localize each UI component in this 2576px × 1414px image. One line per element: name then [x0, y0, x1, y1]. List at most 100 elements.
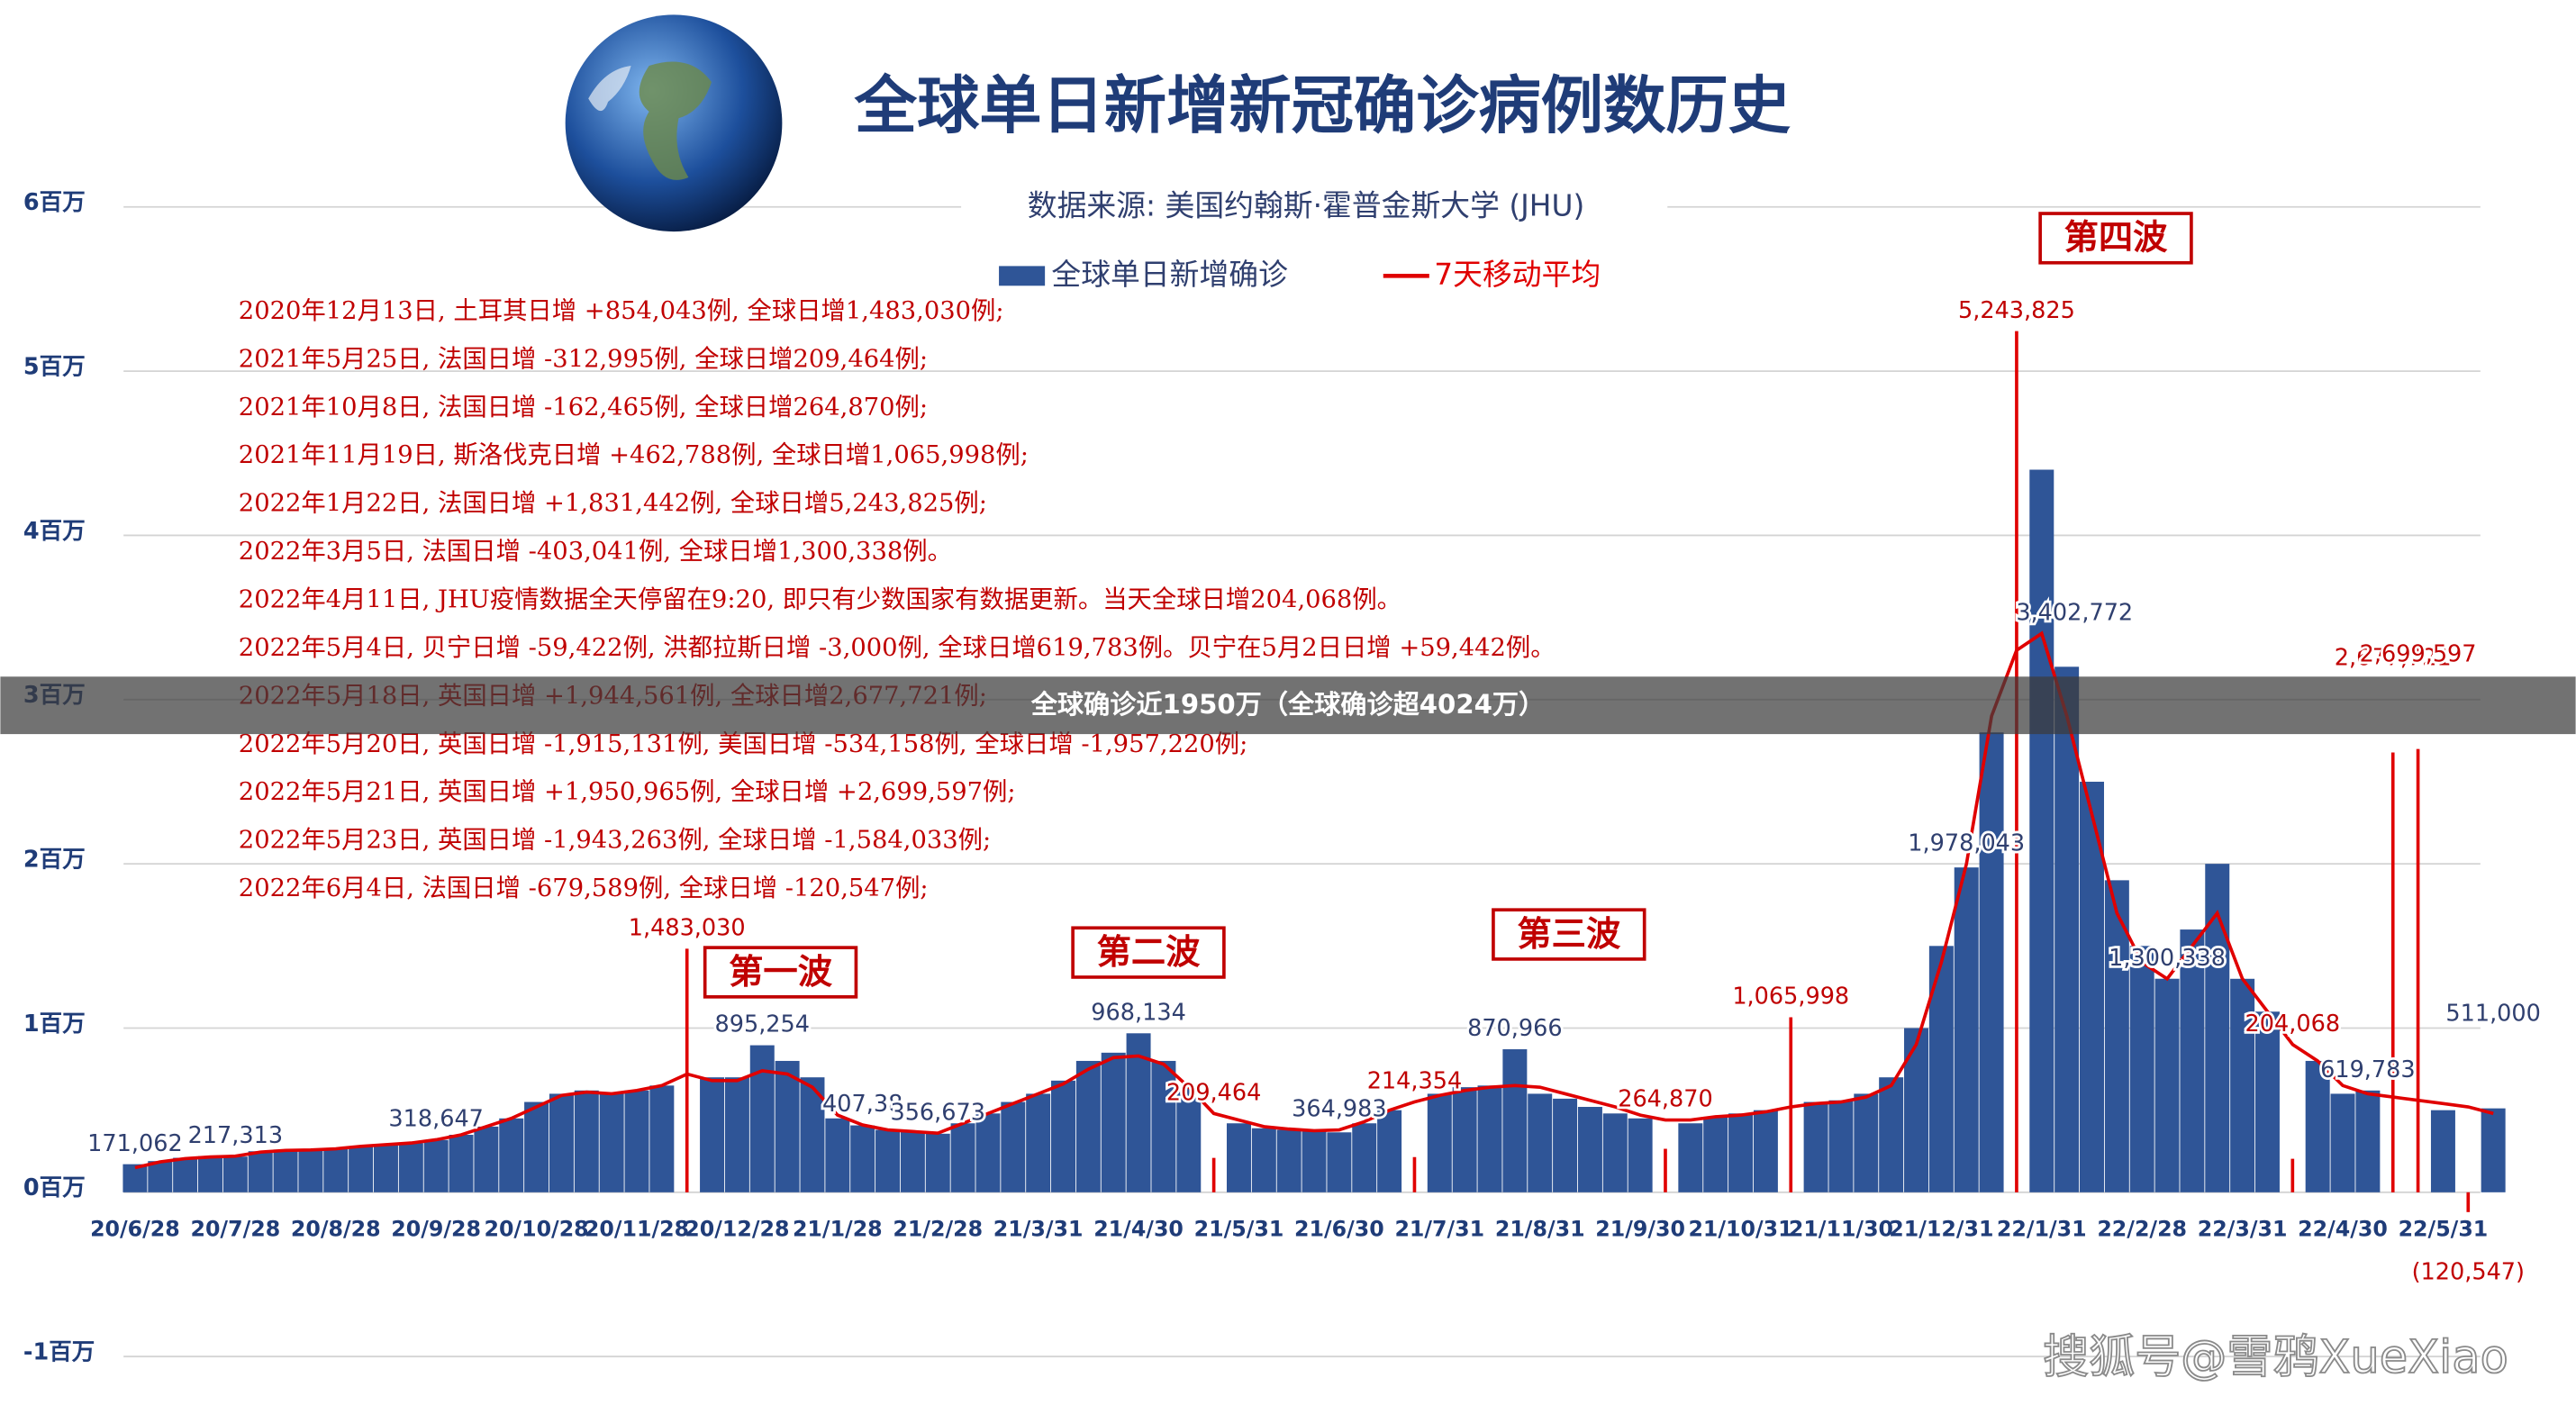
wave-label: 第二波	[1097, 932, 1202, 973]
legend-swatch	[999, 266, 1046, 286]
note: 2022年1月22日, 法国日增 +1,831,442例, 全球日增5,243,…	[239, 490, 987, 518]
bar	[1678, 1123, 1703, 1192]
banner: 全球确诊近1950万（全球确诊超4024万）	[1030, 689, 1545, 720]
note: 2020年12月13日, 土耳其日增 +854,043例, 全球日增1,483,…	[239, 297, 1004, 325]
x-tick-label: 22/4/30	[2298, 1216, 2388, 1241]
value-label: 407,38	[822, 1091, 903, 1118]
value-label: 870,966	[1467, 1015, 1563, 1042]
x-tick-label: 21/5/31	[1194, 1216, 1284, 1241]
x-tick-label: 22/5/31	[2399, 1216, 2489, 1241]
value-label: 2,677,721	[2335, 645, 2452, 672]
bar	[875, 1129, 901, 1192]
bar	[1577, 1107, 1602, 1192]
wave-box	[1071, 926, 1226, 979]
bar	[1276, 1129, 1302, 1192]
value-label: 2,699,597	[2360, 641, 2477, 668]
wave-box	[1492, 908, 1646, 961]
bar	[1753, 1110, 1778, 1192]
note: 2022年5月23日, 英国日增 -1,943,263例, 全球日增 -1,58…	[239, 827, 991, 855]
bar	[1553, 1098, 1578, 1192]
bar	[323, 1147, 349, 1192]
globe-cloud	[588, 65, 631, 112]
bar	[1477, 1085, 1502, 1192]
x-tick-label: 20/7/28	[190, 1216, 280, 1241]
x-tick-label: 21/7/31	[1394, 1216, 1484, 1241]
legend-label: 全球单日新增确诊	[1051, 258, 1288, 292]
bar	[2129, 946, 2154, 1192]
wave-box	[703, 946, 858, 999]
x-tick-label: 20/12/28	[685, 1216, 789, 1241]
bar	[1928, 946, 1954, 1192]
value-label: 171,062	[87, 1130, 183, 1157]
bar	[825, 1118, 850, 1192]
bar	[1879, 1077, 1904, 1192]
wave-label: 第三波	[1517, 914, 1621, 955]
bar	[1176, 1085, 1202, 1192]
bar	[398, 1143, 423, 1192]
bar	[775, 1060, 800, 1192]
x-tick-label: 20/11/28	[585, 1216, 689, 1241]
bar	[1377, 1110, 1402, 1192]
bar	[2254, 1011, 2280, 1192]
bar	[524, 1101, 549, 1192]
bar	[1904, 1028, 1929, 1192]
bar	[273, 1149, 298, 1192]
value-label: 619,783	[2320, 1056, 2416, 1083]
bar	[197, 1156, 222, 1192]
note: 2021年10月8日, 法国日增 -162,465例, 全球日增264,870例…	[239, 394, 928, 421]
bar	[2205, 864, 2230, 1192]
bar	[1502, 1049, 1528, 1192]
x-tick-label: 21/2/28	[893, 1216, 983, 1241]
x-tick-label: 20/10/28	[484, 1216, 588, 1241]
value-label: 204,068	[2245, 1011, 2341, 1038]
note: 2021年5月25日, 法国日增 -312,995例, 全球日增209,464例…	[239, 345, 928, 373]
wave-box	[2038, 212, 2193, 265]
bar	[122, 1164, 148, 1192]
value-label: 217,313	[188, 1122, 284, 1149]
note: 2022年5月4日, 贝宁日增 -59,422例, 洪都拉斯日增 -3,000例…	[239, 634, 1556, 662]
value-label: 3,402,772	[2016, 599, 2133, 626]
bar	[2230, 978, 2255, 1192]
value-label: 318,647	[388, 1106, 484, 1133]
value-label: 511,000	[2445, 1001, 2541, 1028]
note: 2022年3月5日, 法国日增 -403,041例, 全球日增1,300,338…	[239, 538, 952, 566]
bar	[1251, 1128, 1276, 1192]
y-tick-label: 6百万	[23, 189, 86, 216]
bar	[599, 1093, 624, 1192]
bar	[2029, 469, 2054, 1192]
x-tick-label: 21/3/31	[993, 1216, 1084, 1241]
bar	[1452, 1087, 1477, 1192]
value-label: 1,300,338	[2109, 945, 2226, 972]
bar	[148, 1161, 173, 1192]
x-tick-label: 22/1/31	[1997, 1216, 2087, 1241]
banner-bar	[0, 676, 2576, 735]
value-label: 364,983	[1292, 1096, 1387, 1123]
watermark: 搜狐号@雪鸦XueXiao	[2043, 1331, 2508, 1384]
plot: 20/6/28 20/7/28 20/8/28 20/9/28 20/10/2820/1…	[85, 212, 2544, 1288]
bar	[222, 1156, 248, 1192]
bar	[749, 1045, 775, 1192]
bar	[1352, 1123, 1377, 1192]
moving-average-line	[134, 630, 2494, 1170]
y-tick-label: 5百万	[23, 353, 86, 380]
note: 2022年5月21日, 英国日增 +1,950,965例, 全球日增 +2,69…	[239, 778, 1016, 806]
bar	[2481, 1108, 2506, 1192]
y-tick-label: 0百万	[23, 1174, 86, 1201]
x-tick-label: 20/6/28	[90, 1216, 180, 1241]
value-label: 5,243,825	[1958, 297, 2075, 324]
source: 数据来源: 美国约翰斯·霍普金斯大学 (JHU)	[1028, 188, 1585, 222]
bar	[900, 1131, 925, 1192]
x-tick-label: 22/2/28	[2097, 1216, 2187, 1241]
globe-land	[639, 61, 712, 180]
x-tick-label: 21/6/30	[1294, 1216, 1384, 1241]
bar	[1703, 1116, 1728, 1192]
note: 2022年5月20日, 英国日增 -1,915,131例, 美国日增 -534,…	[239, 730, 1248, 758]
bar	[248, 1151, 273, 1192]
globe	[565, 14, 783, 232]
bar	[1528, 1093, 1553, 1192]
source-backdrop	[961, 184, 1668, 231]
bar	[1026, 1093, 1051, 1192]
bar	[298, 1149, 323, 1192]
chart-title: 全球单日新增新冠确诊病例数历史	[854, 70, 1791, 142]
bar	[474, 1126, 499, 1192]
